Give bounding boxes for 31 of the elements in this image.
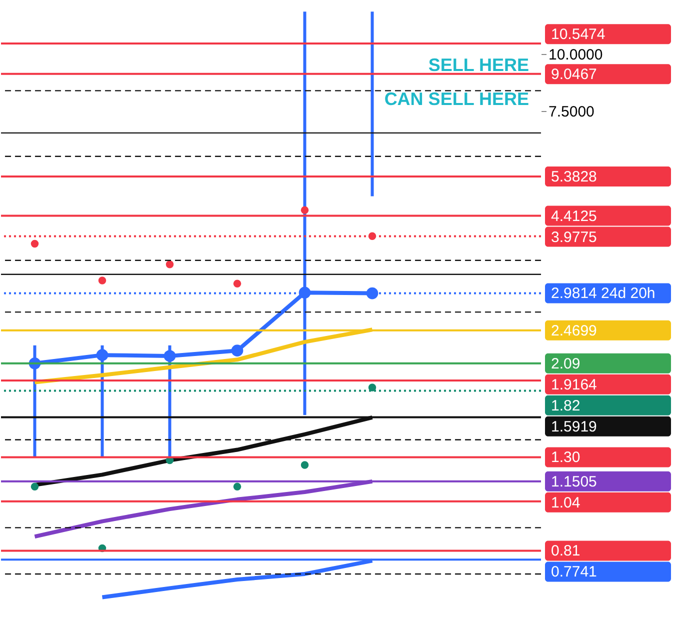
- point: [366, 287, 378, 300]
- annotation: CAN SELL HERE: [384, 89, 529, 109]
- point: [30, 482, 39, 491]
- ref-line-label: 2.4699: [551, 322, 597, 340]
- point: [233, 482, 242, 491]
- y-tick-label: 10.0000: [548, 46, 603, 64]
- point: [30, 240, 39, 248]
- ref-line-label: 2.9814 24d 20h: [551, 285, 656, 302]
- y-tick-label: 7.5000: [548, 103, 594, 120]
- ref-line-label: 0.7741: [551, 564, 597, 581]
- ref-line-label: 10.5474: [551, 26, 606, 44]
- ref-line-label: 1.82: [551, 397, 580, 414]
- point: [231, 344, 244, 356]
- point: [166, 260, 174, 268]
- ref-line-label: 2.09: [551, 355, 580, 372]
- ref-line-label: 9.0467: [551, 66, 597, 84]
- ref-line-label: 1.30: [551, 449, 580, 466]
- point: [233, 280, 242, 288]
- ref-line-label: 1.9164: [551, 376, 597, 394]
- point: [368, 384, 376, 392]
- ref-line-label: 1.5919: [551, 418, 597, 436]
- point: [300, 206, 309, 214]
- ref-line-label: 0.81: [551, 542, 580, 560]
- ref-line-label: 4.4125: [551, 208, 597, 225]
- point: [300, 461, 309, 469]
- point: [98, 276, 106, 284]
- ref-line-label: 3.9775: [551, 228, 597, 246]
- annotation: SELL HERE: [428, 55, 529, 75]
- ref-line-label: 1.1505: [551, 473, 597, 490]
- ref-line-label: 1.04: [551, 494, 580, 512]
- ref-line-label: 5.3828: [551, 168, 597, 186]
